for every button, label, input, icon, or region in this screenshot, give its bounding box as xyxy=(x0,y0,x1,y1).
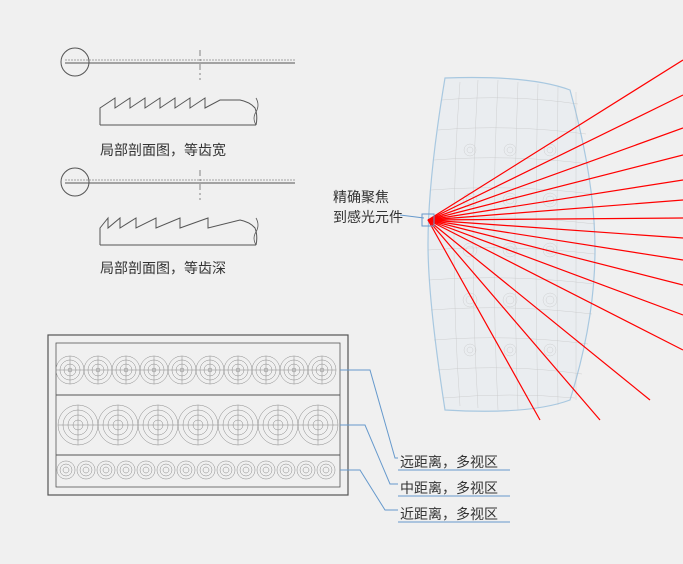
label-section2: 局部剖面图，等齿深 xyxy=(100,258,226,278)
label-focus-line2: 到感光元件 xyxy=(333,207,403,227)
label-zone-near: 近距离，多视区 xyxy=(400,504,498,524)
teeth-equal-depth xyxy=(100,218,258,245)
lens-array-panel xyxy=(0,0,683,564)
label-zone-mid: 中距离，多视区 xyxy=(400,478,498,498)
teeth-equal-width xyxy=(100,98,258,125)
zone-far-row xyxy=(56,356,336,384)
label-zone-far: 远距离，多视区 xyxy=(400,452,498,472)
zone-mid-row xyxy=(58,405,338,445)
profile-diagram-1 xyxy=(0,0,683,564)
rays xyxy=(428,60,683,420)
label-section1: 局部剖面图，等齿宽 xyxy=(100,140,226,160)
zone-near-row xyxy=(57,461,335,479)
label-focus-line1: 精确聚焦 xyxy=(333,187,389,207)
fresnel-lens-3d xyxy=(0,0,683,564)
